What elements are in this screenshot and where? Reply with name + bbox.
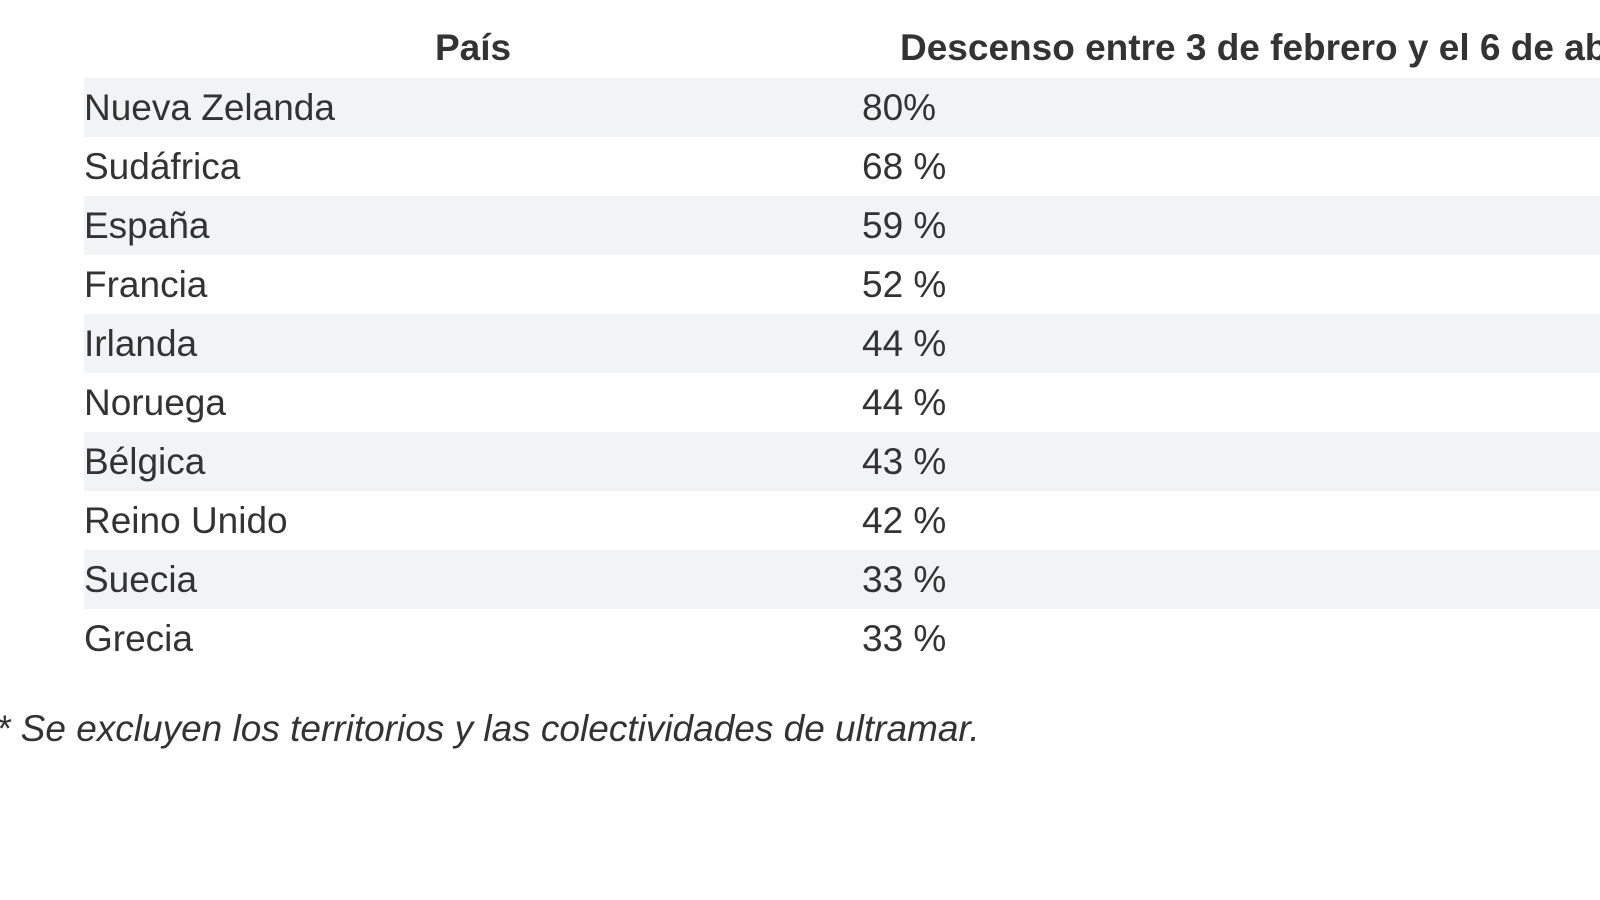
table-row: Sudáfrica 68 % — [84, 137, 1600, 196]
decline-cell: 33 % — [862, 550, 1600, 609]
header-row: País Descenso entre 3 de febrero y el 6 … — [84, 18, 1600, 78]
decline-cell: 52 % — [862, 255, 1600, 314]
country-cell: Sudáfrica — [84, 137, 862, 196]
country-cell: Grecia — [84, 609, 862, 668]
header-country: País — [434, 27, 512, 68]
table-row: Suecia 33 % — [84, 550, 1600, 609]
decline-cell: 59 % — [862, 196, 1600, 255]
table-row: Reino Unido 42 % — [84, 491, 1600, 550]
table-header: País Descenso entre 3 de febrero y el 6 … — [84, 18, 1600, 78]
header-decline: Descenso entre 3 de febrero y el 6 de ab — [900, 27, 1600, 68]
table-row: Francia 52 % — [84, 255, 1600, 314]
country-cell: Bélgica — [84, 432, 862, 491]
table-row: Irlanda 44 % — [84, 314, 1600, 373]
decline-cell: 43 % — [862, 432, 1600, 491]
country-cell: Nueva Zelanda — [84, 78, 862, 137]
table-row: Nueva Zelanda 80% — [84, 78, 1600, 137]
decline-cell: 44 % — [862, 314, 1600, 373]
decline-cell: 33 % — [862, 609, 1600, 668]
country-cell: Reino Unido — [84, 491, 862, 550]
decline-cell: 42 % — [862, 491, 1600, 550]
table-row: Noruega 44 % — [84, 373, 1600, 432]
table-row: Grecia 33 % — [84, 609, 1600, 668]
country-cell: Suecia — [84, 550, 862, 609]
table-body: Nueva Zelanda 80% Sudáfrica 68 % España … — [84, 78, 1600, 668]
table-row: España 59 % — [84, 196, 1600, 255]
table-row: Bélgica 43 % — [84, 432, 1600, 491]
decline-table: País Descenso entre 3 de febrero y el 6 … — [84, 18, 1600, 668]
decline-cell: 68 % — [862, 137, 1600, 196]
country-cell: Irlanda — [84, 314, 862, 373]
footnote: * Se excluyen los territorios y las cole… — [0, 708, 980, 749]
country-cell: Francia — [84, 255, 862, 314]
decline-cell: 80% — [862, 78, 1600, 137]
decline-cell: 44 % — [862, 373, 1600, 432]
country-cell: Noruega — [84, 373, 862, 432]
country-cell: España — [84, 196, 862, 255]
